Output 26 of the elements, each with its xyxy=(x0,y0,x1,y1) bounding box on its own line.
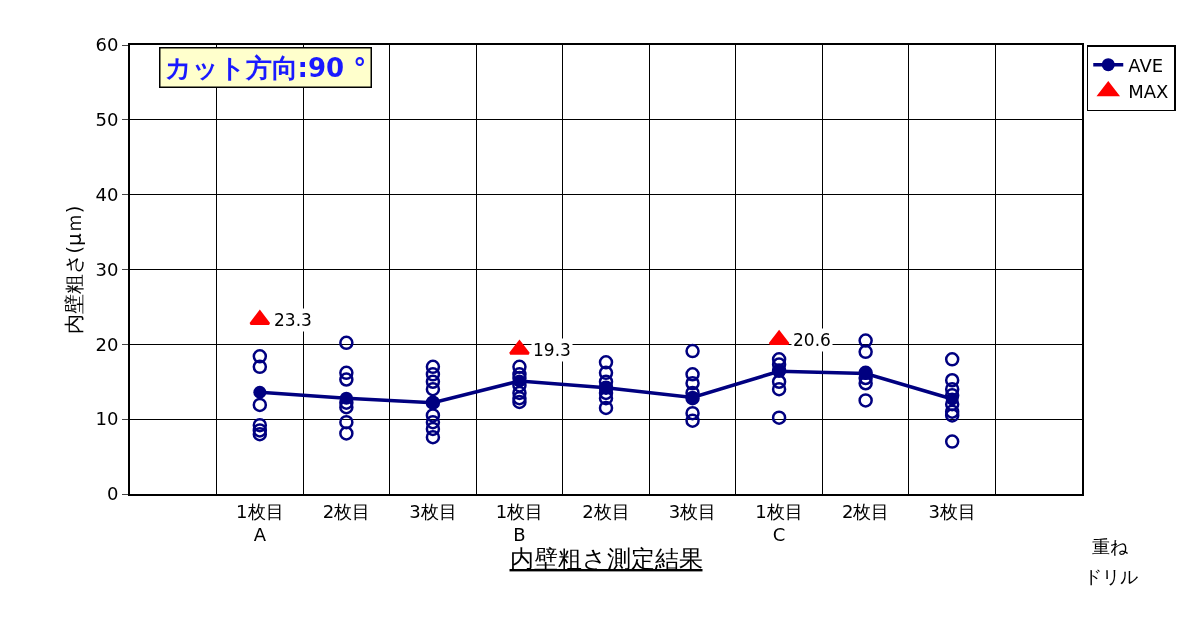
text: 重ね xyxy=(1092,536,1129,557)
legend-label: MAX xyxy=(1128,81,1169,103)
data-label: 19.3 xyxy=(533,340,571,360)
y-tick-label: 30 xyxy=(95,258,119,280)
x-tick-label: 2枚目 xyxy=(841,500,890,522)
x-tick-label: 1枚目 A xyxy=(236,500,284,545)
x-tick-label: 3枚目 xyxy=(928,500,976,522)
data-label: 23.3 xyxy=(274,310,312,330)
x-tick-label: 1枚目 B xyxy=(495,500,544,545)
y-tick-label: 20 xyxy=(95,333,119,355)
y-tick-label: 0 xyxy=(106,483,119,505)
x-tick-label: 3枚目 xyxy=(668,500,717,522)
chart-title: カット方向:90 ° xyxy=(164,52,367,83)
x-tick-label: 1枚目 C xyxy=(755,500,803,545)
legend-label: AVE xyxy=(1128,54,1164,76)
y-axis-title: 内壁粗さ(μｍ) xyxy=(62,205,87,334)
y-tick-label: 40 xyxy=(95,183,119,205)
x-tick-label: 2枚目 xyxy=(582,500,630,522)
y-tick-label: 60 xyxy=(95,34,119,56)
data-label: 20.6 xyxy=(793,330,831,350)
text: ドリル xyxy=(1084,566,1138,587)
x-tick-label: 3枚目 xyxy=(409,500,457,522)
y-tick-label: 50 xyxy=(95,109,119,131)
x-axis-title: 内壁粗さ測定結果 xyxy=(509,545,703,573)
y-tick-label: 10 xyxy=(95,408,119,430)
x-tick-label: 2枚目 xyxy=(322,500,371,522)
